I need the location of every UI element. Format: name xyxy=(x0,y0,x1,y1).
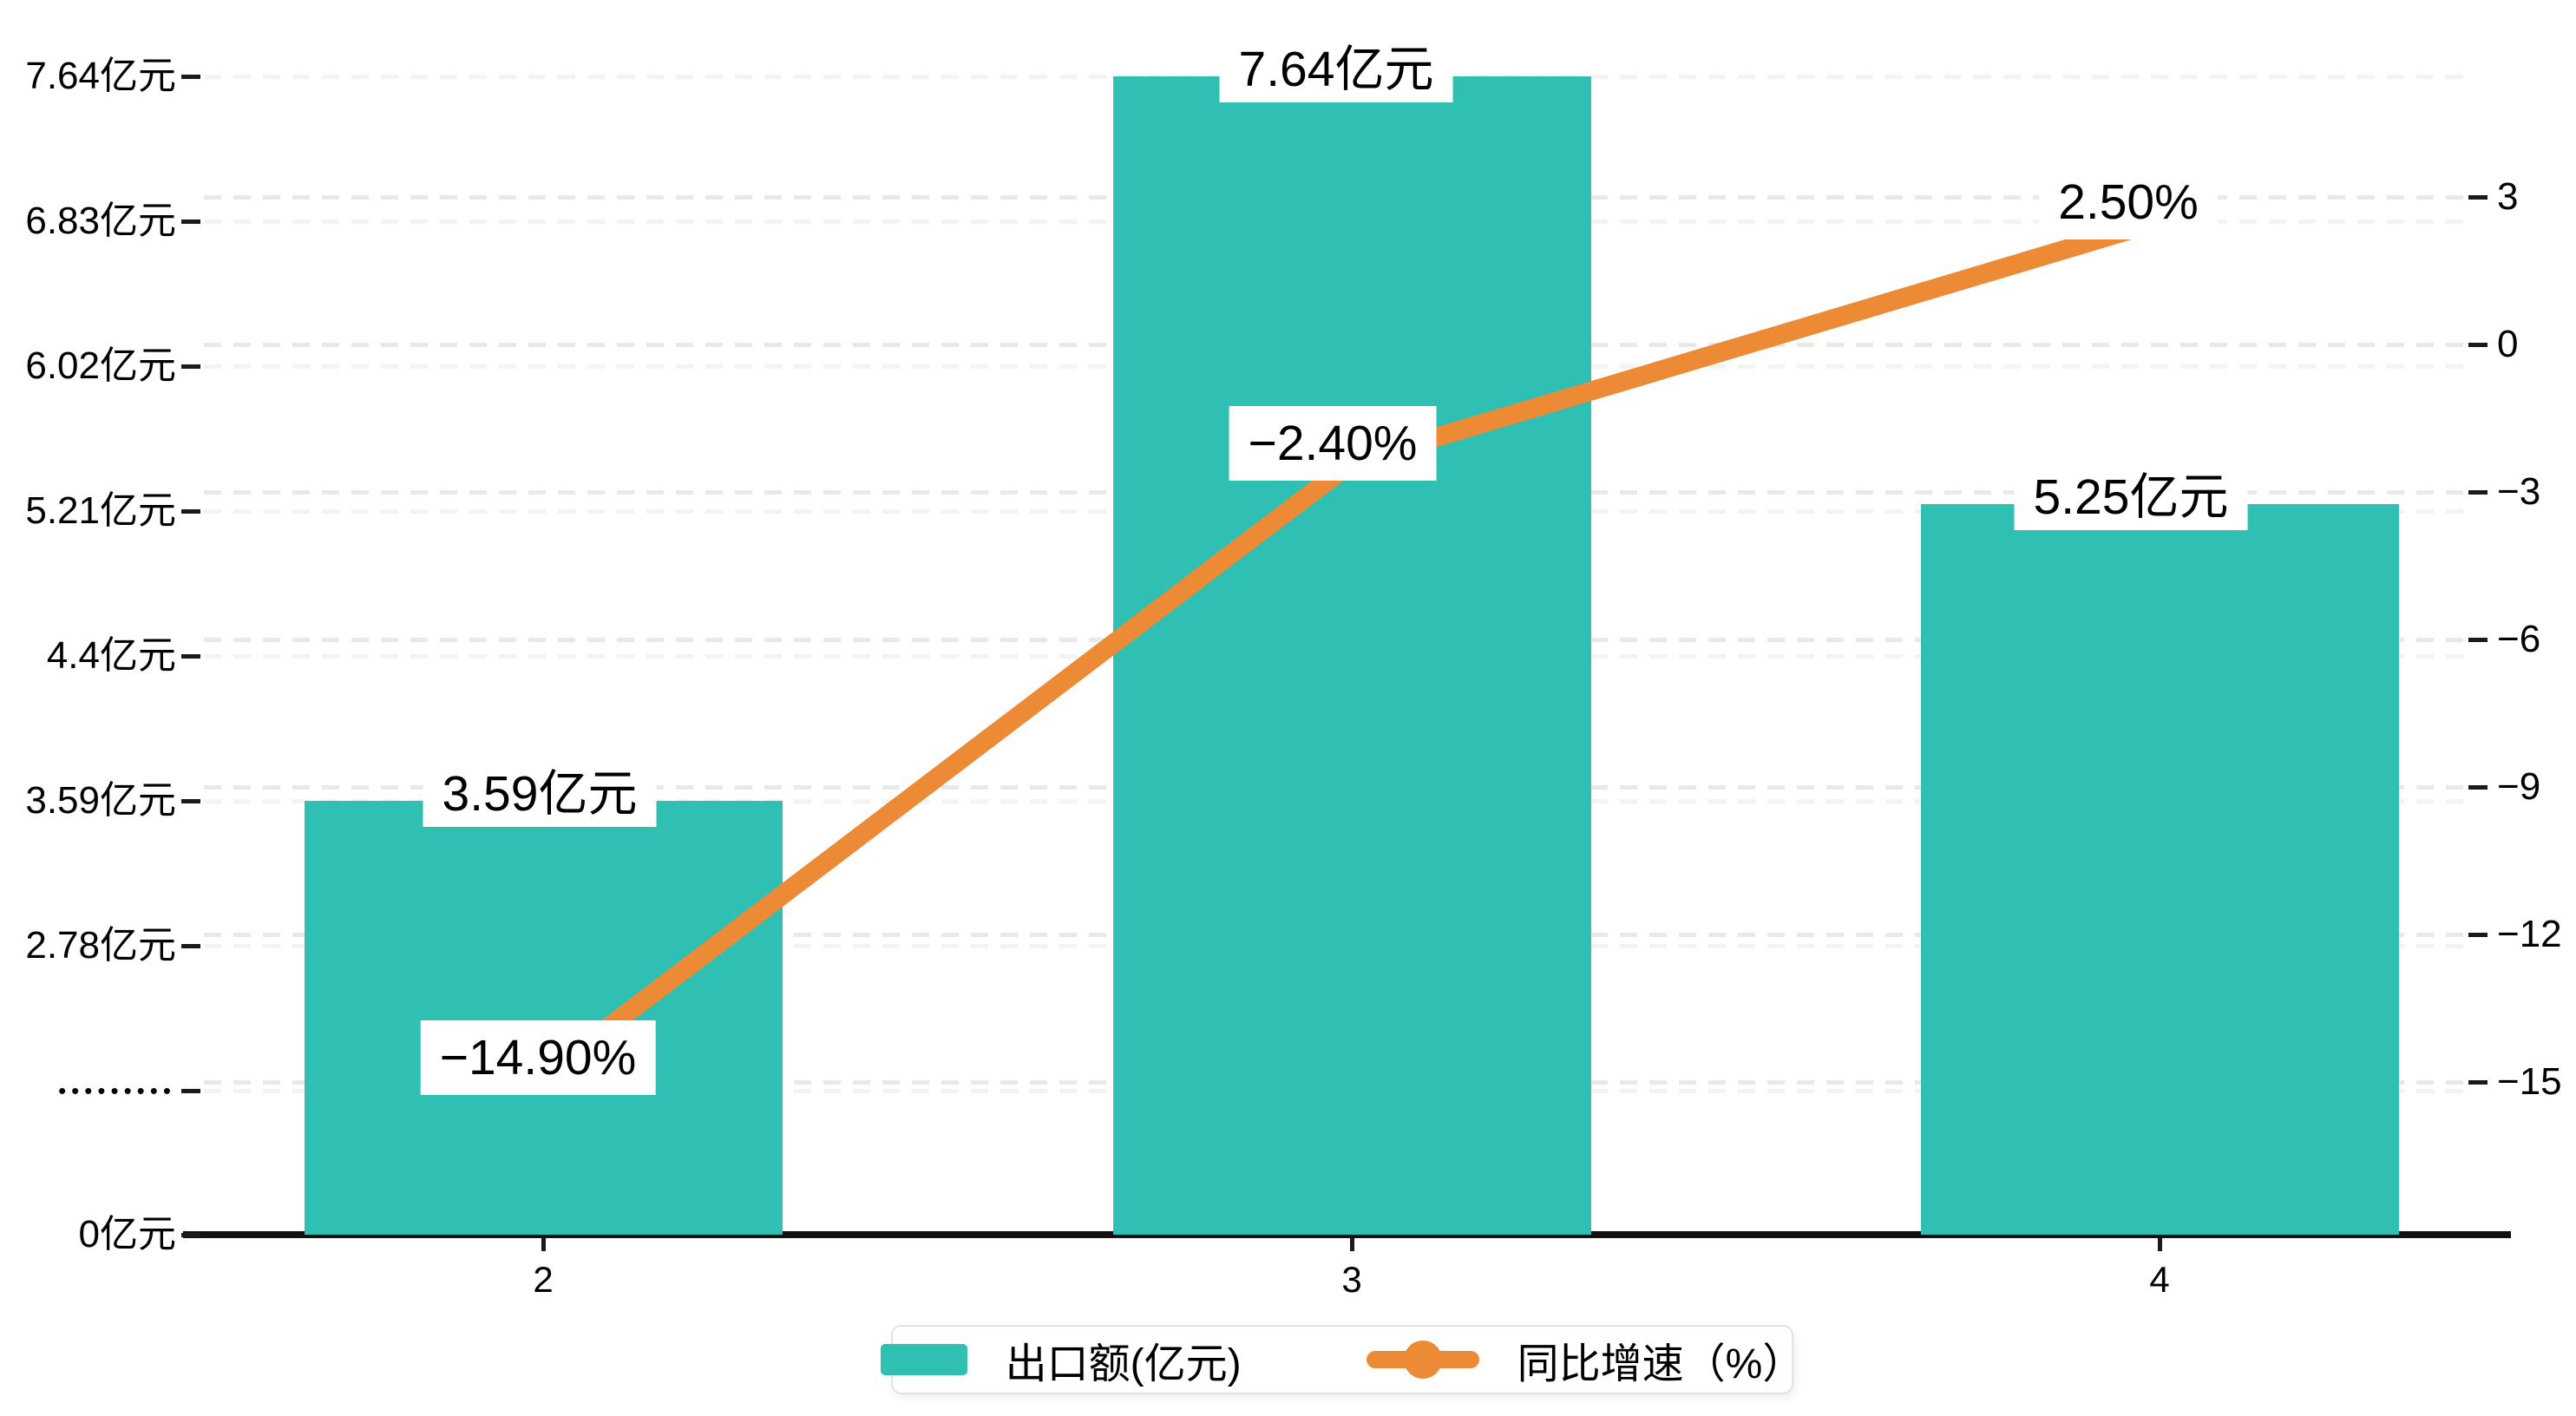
x-axis-label-0: 2 xyxy=(533,1259,554,1300)
legend-bar-swatch[interactable] xyxy=(880,1344,967,1375)
left-axis-tick-2 xyxy=(181,364,200,369)
right-axis-tick-1 xyxy=(2468,343,2488,347)
bar-value-label-1: 7.64亿元 xyxy=(1219,28,1453,102)
x-axis-label-1: 3 xyxy=(1341,1259,1362,1300)
right-axis-tick-4 xyxy=(2468,785,2488,790)
left-axis-tick-7 xyxy=(181,1089,200,1093)
bar-value-label-2: 5.25亿元 xyxy=(2014,456,2248,530)
right-axis-label-0: 3 xyxy=(2497,175,2519,218)
left-axis-tick-1 xyxy=(181,220,200,224)
right-axis-label-3: −6 xyxy=(2497,618,2541,660)
left-axis-tick-8 xyxy=(181,1233,200,1237)
left-axis-label-3: 5.21亿元 xyxy=(25,489,176,532)
bar-category-2[interactable] xyxy=(304,801,783,1235)
growth-line[interactable] xyxy=(537,212,2163,1085)
legend-line-marker[interactable] xyxy=(1366,1340,1479,1380)
bar-value-label-0: 3.59亿元 xyxy=(423,752,657,827)
left-axis-tick-3 xyxy=(181,509,200,514)
x-axis-tick-0 xyxy=(541,1238,546,1251)
legend-line-dot-icon xyxy=(1403,1341,1442,1379)
x-axis-tick-1 xyxy=(1350,1238,1354,1251)
legend-line-label[interactable]: 同比增速（%） xyxy=(1517,1341,1805,1387)
right-axis-label-6: −15 xyxy=(2497,1060,2562,1103)
right-axis-label-2: −3 xyxy=(2497,470,2541,513)
left-axis-label-2: 6.02亿元 xyxy=(25,344,176,387)
right-axis-tick-5 xyxy=(2468,933,2488,937)
growth-value-label-0: −14.90% xyxy=(420,1020,656,1095)
left-axis-label-8: 0亿元 xyxy=(78,1213,176,1255)
left-axis-tick-4 xyxy=(181,654,200,659)
x-axis-line xyxy=(183,1231,2511,1238)
left-axis-label-5: 3.59亿元 xyxy=(25,779,176,822)
left-axis-label-7: ••••••••• xyxy=(58,1078,176,1104)
left-axis-label-0: 7.64亿元 xyxy=(25,55,176,97)
bar-category-3[interactable] xyxy=(1112,76,1591,1235)
legend[interactable]: 出口额(亿元) 同比增速（%） xyxy=(880,1325,1804,1394)
growth-value-label-1: −2.40% xyxy=(1229,406,1437,481)
right-axis-label-1: 0 xyxy=(2497,323,2519,365)
right-axis-tick-0 xyxy=(2468,195,2488,200)
left-axis-label-4: 4.4亿元 xyxy=(46,634,176,677)
left-axis-label-6: 2.78亿元 xyxy=(25,924,176,967)
growth-value-label-2: 2.50% xyxy=(2039,165,2218,239)
legend-bar-label[interactable]: 出口额(亿元) xyxy=(1005,1341,1242,1387)
left-axis-tick-0 xyxy=(181,75,200,79)
x-axis-label-2: 4 xyxy=(2149,1259,2170,1300)
x-axis-tick-2 xyxy=(2158,1238,2162,1251)
right-axis-tick-2 xyxy=(2468,490,2488,495)
left-axis-label-1: 6.83亿元 xyxy=(25,200,176,242)
right-axis-label-4: −9 xyxy=(2497,765,2541,808)
left-axis-tick-5 xyxy=(181,799,200,803)
right-axis-tick-3 xyxy=(2468,638,2488,642)
left-axis-tick-6 xyxy=(181,944,200,948)
right-axis-label-5: −12 xyxy=(2497,913,2562,955)
right-axis-tick-6 xyxy=(2468,1080,2488,1085)
bar-category-4[interactable] xyxy=(1920,504,2399,1235)
